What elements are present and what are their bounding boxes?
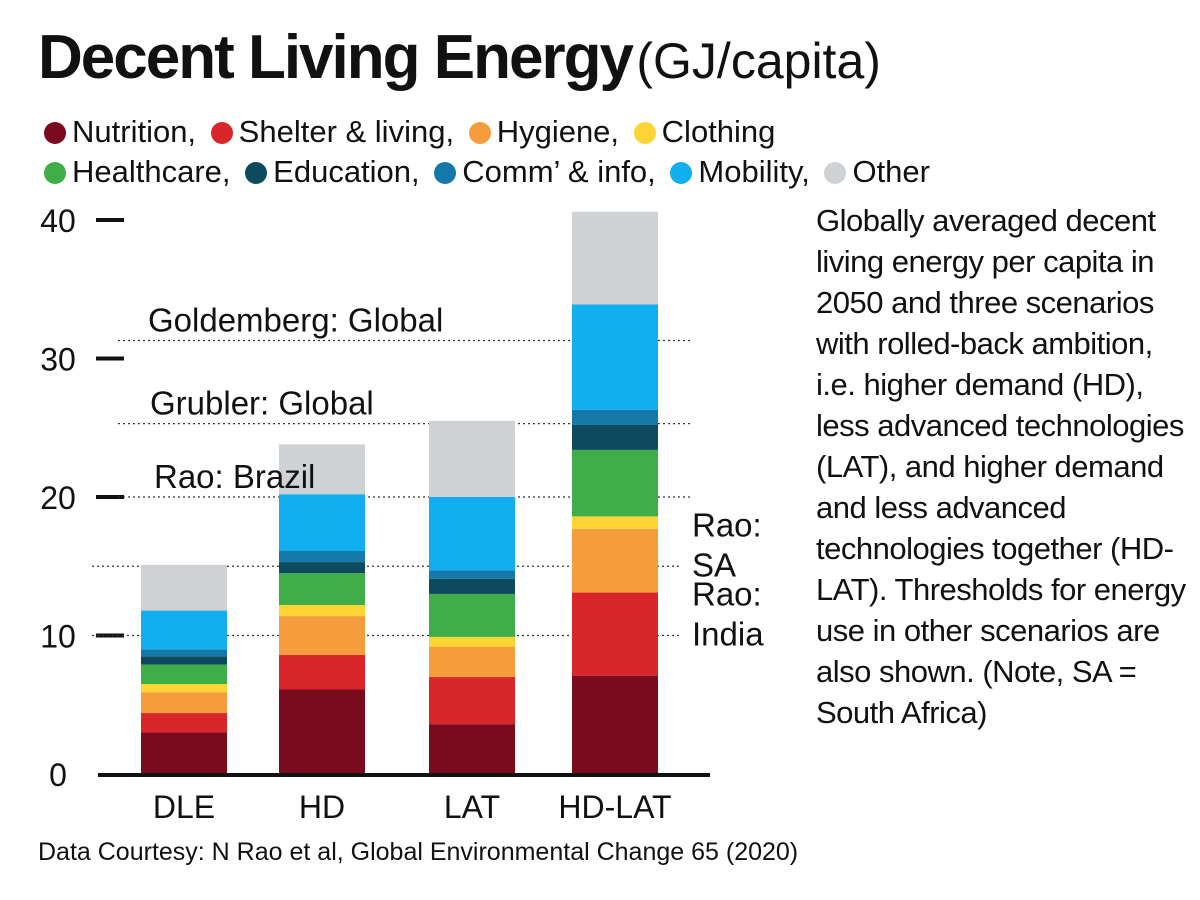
x-tick-label: HD [299, 789, 345, 825]
x-tick-label: LAT [444, 789, 500, 825]
legend-item-comm-info: Comm’ & info, [434, 152, 656, 192]
bar-segment [141, 564, 227, 611]
bar-segment [429, 636, 515, 647]
bar-segment [429, 578, 515, 594]
y-tick-label: 40 [40, 203, 76, 239]
legend-label: Comm’ & info, [462, 154, 656, 189]
legend-item-shelter: Shelter & living, [210, 112, 455, 152]
legend-swatch [44, 162, 66, 184]
bar-segment [572, 592, 658, 676]
bar-segment [572, 304, 658, 410]
bar-segment [279, 551, 365, 563]
bar-segment [279, 654, 365, 690]
threshold-label: SA [692, 546, 736, 583]
threshold-label: Rao: [692, 576, 762, 613]
bar-segment [572, 409, 658, 425]
bar-segment [429, 646, 515, 678]
chart-description: Globally averaged decent living energy p… [816, 203, 1186, 730]
bar-segment [572, 516, 658, 529]
threshold-label: Goldemberg: Global [148, 301, 443, 338]
title-unit: (GJ/capita) [636, 33, 881, 89]
bar-segment [279, 494, 365, 552]
bar-segment [572, 211, 658, 305]
x-tick-label: DLE [153, 789, 215, 825]
legend-swatch [434, 162, 457, 184]
title-main: Decent Living Energy [38, 23, 634, 92]
bar-segment [141, 656, 227, 665]
legend: Nutrition, Shelter & living, Hygiene, Cl… [44, 112, 936, 192]
legend-swatch [824, 162, 847, 184]
bar-segment [279, 616, 365, 655]
bar-segment [572, 449, 658, 517]
bar-segment [429, 677, 515, 725]
legend-label: Nutrition, [72, 114, 197, 149]
y-tick-label: 30 [40, 342, 76, 378]
legend-label: Hygiene, [496, 114, 620, 149]
bar-segment [279, 605, 365, 617]
legend-item-education: Education, [245, 152, 420, 192]
threshold-label: Rao: [692, 506, 762, 543]
legend-label: Other [852, 154, 930, 189]
legend-label: Clothing [661, 114, 776, 149]
bar-segment [279, 562, 365, 574]
legend-item-nutrition: Nutrition, [44, 112, 196, 152]
legend-row-1: Nutrition, Shelter & living, Hygiene, Cl… [44, 112, 936, 152]
threshold-label: India [692, 616, 764, 653]
bar-segment [572, 528, 658, 593]
bar-segment [429, 724, 515, 774]
legend-label: Healthcare, [72, 154, 231, 189]
bar-segment [429, 593, 515, 637]
bar-segment [429, 497, 515, 571]
bar-segment [141, 732, 227, 774]
legend-swatch [633, 122, 656, 144]
y-tick-label: 0 [49, 757, 67, 793]
legend-row-2: Healthcare, Education, Comm’ & info, Mob… [44, 152, 936, 192]
bar-segment [279, 444, 365, 495]
bar-segment [572, 675, 658, 774]
y-tick-label: 10 [40, 619, 76, 655]
bar-segment [141, 713, 227, 733]
legend-label: Mobility, [698, 154, 810, 189]
bar-segment [429, 570, 515, 579]
bar-segment [141, 649, 227, 657]
bar-segment [141, 664, 227, 684]
data-source-note: Data Courtesy: N Rao et al, Global Envir… [38, 838, 799, 866]
legend-swatch [44, 122, 66, 144]
legend-swatch [245, 162, 268, 184]
legend-swatch [670, 162, 693, 184]
bar-segment [141, 692, 227, 714]
legend-swatch [468, 122, 491, 144]
legend-item-other: Other [824, 152, 930, 192]
chart-title: Decent Living Energy (GJ/capita) [38, 22, 881, 93]
bar-segment [141, 683, 227, 693]
x-tick-label: HD-LAT [558, 789, 671, 825]
legend-label: Shelter & living, [238, 114, 455, 149]
legend-swatch [210, 122, 233, 144]
legend-item-clothing: Clothing [633, 112, 776, 152]
threshold-label: Rao: Brazil [154, 458, 315, 495]
legend-item-mobility: Mobility, [670, 152, 810, 192]
threshold-label: Grubler: Global [150, 385, 374, 422]
y-tick-label: 20 [40, 480, 76, 516]
legend-item-healthcare: Healthcare, [44, 152, 231, 192]
bar-segment [141, 610, 227, 650]
legend-label: Education, [273, 154, 420, 189]
bar-segment [572, 424, 658, 450]
bar-segment [279, 573, 365, 606]
bar-segment [279, 689, 365, 774]
legend-item-hygiene: Hygiene, [468, 112, 620, 152]
bar-segment [429, 420, 515, 497]
